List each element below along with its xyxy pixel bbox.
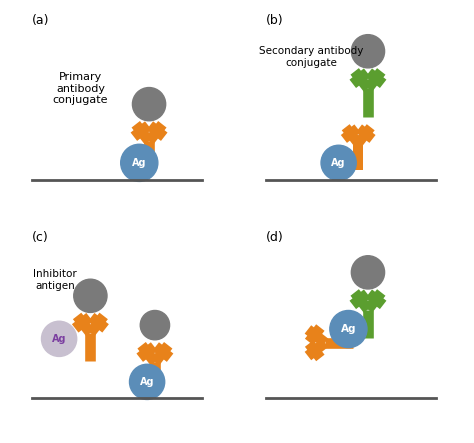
Circle shape	[351, 256, 384, 289]
Text: (a): (a)	[32, 14, 49, 27]
Text: Indirect ELISA: Indirect ELISA	[305, 204, 403, 217]
Text: Ag: Ag	[341, 324, 356, 334]
Text: Ag: Ag	[331, 158, 346, 168]
Circle shape	[129, 364, 164, 400]
Text: Secondary antibody
conjugate: Secondary antibody conjugate	[259, 47, 364, 68]
Circle shape	[42, 321, 77, 357]
Text: Ag: Ag	[132, 158, 146, 168]
Text: (b): (b)	[266, 14, 284, 27]
Text: Ag: Ag	[52, 334, 66, 344]
Circle shape	[351, 35, 384, 68]
Text: Direct ELISA: Direct ELISA	[77, 204, 163, 217]
Circle shape	[140, 311, 170, 340]
Text: Competitive ELISA: Competitive ELISA	[55, 421, 184, 434]
Circle shape	[132, 88, 166, 121]
Text: Sandwich ELISA: Sandwich ELISA	[299, 421, 410, 434]
Text: Inhibitor
antigen: Inhibitor antigen	[33, 269, 77, 291]
Circle shape	[330, 311, 367, 348]
Text: (d): (d)	[266, 231, 284, 244]
Text: Primary
antibody
conjugate: Primary antibody conjugate	[53, 72, 109, 105]
Circle shape	[74, 279, 107, 312]
Text: Ag: Ag	[140, 377, 155, 387]
Circle shape	[121, 144, 158, 182]
Text: (c): (c)	[32, 231, 48, 244]
Circle shape	[321, 145, 356, 180]
